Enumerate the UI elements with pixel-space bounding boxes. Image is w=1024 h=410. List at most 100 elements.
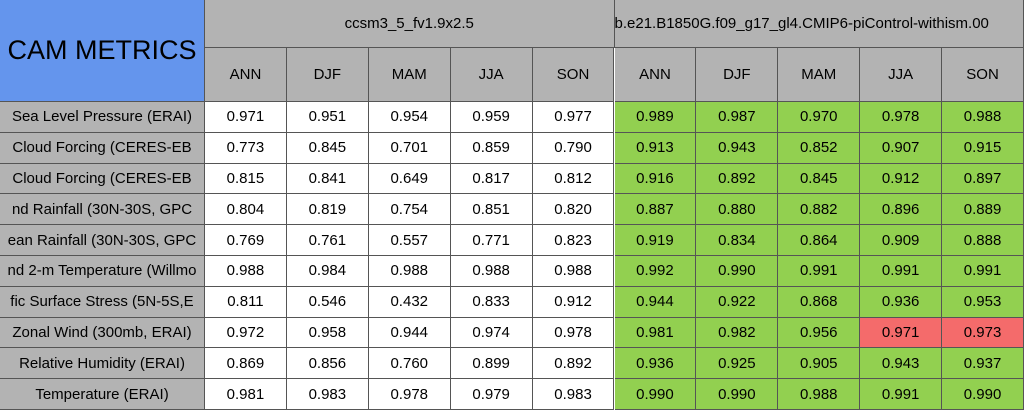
value-cell-text: 0.919	[636, 231, 674, 249]
value-cell-text: 0.817	[472, 169, 510, 187]
value-cell: 0.912	[860, 163, 943, 195]
value-cell-text: 0.804	[226, 200, 265, 218]
value-cell: 0.936	[614, 348, 697, 380]
value-cell: 0.897	[942, 163, 1024, 195]
row-label: Temperature (ERAI)	[0, 379, 205, 410]
row-label-text: Relative Humidity (ERAI)	[19, 354, 185, 372]
season-header-text: DJF	[313, 66, 342, 83]
value-cell-text: 0.823	[554, 231, 592, 249]
value-cell: 0.909	[860, 225, 943, 256]
season-header-text: JJA	[478, 66, 504, 83]
value-cell-text: 0.974	[472, 323, 510, 341]
value-cell: 0.971	[205, 102, 287, 133]
season-header: MAM	[778, 48, 861, 102]
value-cell: 0.868	[778, 286, 861, 318]
value-cell-text: 0.882	[799, 200, 838, 218]
value-cell-text: 0.971	[881, 323, 920, 341]
value-cell: 0.959	[450, 102, 533, 133]
value-cell: 0.981	[614, 317, 697, 349]
value-cell: 0.977	[532, 102, 615, 133]
value-cell: 0.852	[778, 132, 861, 164]
season-header-text: JJA	[888, 66, 914, 83]
value-cell: 0.823	[532, 225, 615, 256]
value-cell-text: 0.913	[636, 139, 674, 157]
value-cell: 0.973	[942, 317, 1024, 349]
value-cell-text: 0.978	[881, 108, 920, 126]
value-cell-text: 0.761	[308, 231, 347, 249]
row-label-text: Zonal Wind (300mb, ERAI)	[12, 323, 192, 341]
value-cell: 0.432	[368, 286, 451, 318]
value-cell-text: 0.988	[226, 262, 265, 280]
value-cell-text: 0.892	[554, 354, 592, 372]
value-cell: 0.974	[450, 317, 533, 349]
season-header-text: SON	[966, 66, 999, 83]
row-label-text: nd Rainfall (30N-30S, GPC	[11, 200, 193, 218]
value-cell-text: 0.944	[636, 293, 674, 311]
value-cell-text: 0.988	[799, 385, 838, 403]
value-cell: 0.845	[778, 163, 861, 195]
value-cell: 0.956	[778, 317, 861, 349]
value-cell: 0.988	[450, 256, 533, 287]
value-cell-text: 0.983	[308, 385, 347, 403]
value-cell: 0.991	[778, 256, 861, 287]
value-cell: 0.812	[532, 163, 615, 195]
value-cell: 0.982	[696, 317, 779, 349]
season-header: DJF	[286, 48, 369, 102]
value-cell-text: 0.887	[636, 200, 674, 218]
value-cell: 0.841	[286, 163, 369, 195]
value-cell-text: 0.922	[718, 293, 756, 311]
value-cell-text: 0.889	[963, 200, 1002, 218]
value-cell: 0.833	[450, 286, 533, 318]
value-cell: 0.899	[450, 348, 533, 380]
season-header: JJA	[450, 48, 533, 102]
group-header-text: b.e21.B1850G.f09_g17_gl4.CMIP6-piControl…	[614, 15, 989, 32]
value-cell-text: 0.951	[308, 108, 347, 126]
value-cell: 0.953	[942, 286, 1024, 318]
title-text: CAM METRICS	[7, 35, 197, 65]
value-cell: 0.983	[532, 379, 615, 410]
value-cell: 0.880	[696, 194, 779, 226]
value-cell: 0.888	[942, 225, 1024, 256]
value-cell: 0.896	[860, 194, 943, 226]
value-cell-text: 0.649	[390, 169, 429, 187]
value-cell: 0.925	[696, 348, 779, 380]
value-cell-text: 0.991	[963, 262, 1002, 280]
value-cell: 0.988	[778, 379, 861, 410]
value-cell: 0.892	[696, 163, 779, 195]
season-header: DJF	[696, 48, 779, 102]
value-cell-text: 0.944	[390, 323, 429, 341]
value-cell-text: 0.909	[881, 231, 920, 249]
value-cell-text: 0.970	[799, 108, 838, 126]
value-cell-text: 0.896	[881, 200, 920, 218]
value-cell: 0.820	[532, 194, 615, 226]
season-header: SON	[942, 48, 1024, 102]
value-cell: 0.815	[205, 163, 287, 195]
value-cell: 0.869	[205, 348, 287, 380]
value-cell: 0.919	[614, 225, 697, 256]
value-cell-text: 0.819	[308, 200, 347, 218]
value-cell: 0.916	[614, 163, 697, 195]
value-cell: 0.988	[532, 256, 615, 287]
season-header-text: ANN	[639, 66, 671, 83]
value-cell: 0.972	[205, 317, 287, 349]
value-cell: 0.557	[368, 225, 451, 256]
value-cell-text: 0.834	[718, 231, 756, 249]
value-cell: 0.819	[286, 194, 369, 226]
row-label-text: nd 2-m Temperature (Willmo	[7, 262, 197, 280]
value-cell: 0.987	[696, 102, 779, 133]
row-label: nd 2-m Temperature (Willmo	[0, 256, 205, 287]
value-cell-text: 0.987	[718, 108, 756, 126]
value-cell: 0.988	[942, 102, 1024, 133]
value-cell: 0.944	[368, 317, 451, 349]
value-cell-text: 0.912	[554, 293, 592, 311]
value-cell: 0.954	[368, 102, 451, 133]
value-cell: 0.951	[286, 102, 369, 133]
value-cell-text: 0.856	[308, 354, 347, 372]
row-label-text: Sea Level Pressure (ERAI)	[11, 108, 193, 126]
value-cell-text: 0.880	[718, 200, 756, 218]
title: CAM METRICS	[0, 0, 205, 102]
value-cell-text: 0.897	[963, 169, 1002, 187]
value-cell: 0.882	[778, 194, 861, 226]
value-cell: 0.771	[450, 225, 533, 256]
value-cell: 0.887	[614, 194, 697, 226]
